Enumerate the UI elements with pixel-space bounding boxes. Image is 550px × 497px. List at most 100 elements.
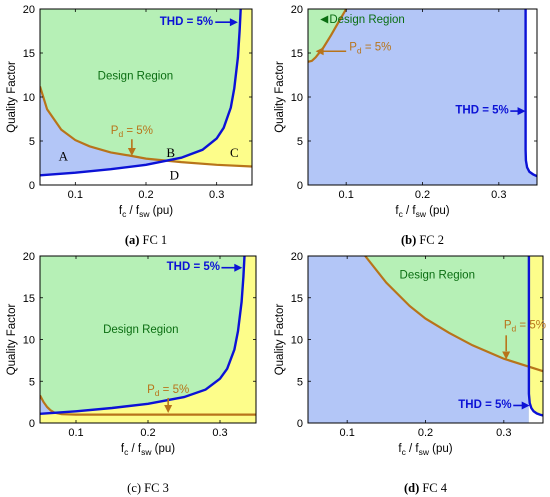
y-tick-label: 15: [291, 48, 303, 60]
panel-caption: (c) FC 3: [127, 481, 169, 495]
label-text: / f: [126, 205, 140, 217]
y-tick-label: 5: [297, 376, 303, 388]
subscript-text: c: [402, 447, 407, 457]
thd-violation-region: [528, 256, 543, 423]
label-text: f: [121, 443, 125, 455]
x-tick-label: 0.1: [68, 189, 83, 201]
chart-panel-fc4: 0.1 0.2 0.3 0 5 10 15 20 fc / fsw (pu) Quality Fa…: [274, 251, 546, 495]
pd-label: Pd = 5%: [349, 41, 391, 55]
thd-arrowhead: [517, 107, 526, 116]
y-axis-label: Quality Factor: [274, 304, 286, 376]
subscript-text: d: [118, 129, 123, 139]
pd-arrowhead: [127, 147, 136, 156]
thd-5pct-curve: [524, 9, 537, 178]
y-tick-label: 20: [23, 4, 35, 16]
plot-area: [308, 256, 543, 423]
label-text: P: [147, 384, 155, 396]
label-text: = 5%: [123, 125, 153, 137]
pd-arrowhead: [315, 47, 324, 56]
caption-label: (c): [127, 481, 144, 495]
y-tick-label: 5: [29, 136, 35, 148]
label-text: (pu): [151, 443, 175, 455]
y-tick-label: 5: [297, 136, 303, 148]
y-tick-label: 15: [291, 293, 303, 305]
y-tick-label: 10: [291, 92, 303, 104]
x-tick-label: 0.2: [418, 427, 433, 439]
chart-panel-fc2: 0.1 0.2 0.3 0 5 10 15 20 fc / fsw (pu) Quality Fa…: [274, 4, 538, 247]
caption-label: (d): [404, 481, 422, 495]
thd-label: THD = 5%: [160, 16, 213, 28]
y-tick-label: 10: [23, 92, 35, 104]
y-axis-label: Quality Factor: [6, 61, 18, 133]
subscript-text: c: [124, 447, 129, 457]
pd-arrowhead: [164, 404, 173, 413]
thd-violation-region: [525, 9, 537, 177]
caption-text: FC 2: [419, 233, 444, 247]
pd-5pct-curve: [364, 256, 543, 373]
panel-caption: (a) FC 1: [125, 233, 167, 247]
x-tick-label: 0.2: [138, 189, 153, 201]
y-tick-label: 0: [297, 418, 303, 430]
label-text: f: [398, 443, 402, 455]
region-letter-b: B: [166, 145, 175, 160]
thd-arrowhead: [521, 401, 530, 410]
y-tick-label: 0: [29, 418, 35, 430]
x-tick-label: 0.1: [340, 427, 355, 439]
pd-label: Pd = 5%: [111, 125, 153, 139]
design-region-label: Design Region: [98, 70, 173, 82]
pd-label: Pd = 5%: [504, 320, 546, 334]
caption-label: (b): [401, 233, 419, 247]
x-tick-label: 0.3: [491, 189, 506, 201]
y-tick-label: 15: [23, 293, 35, 305]
region-letter-d: D: [170, 168, 179, 183]
pd-arrowhead: [502, 351, 511, 360]
label-text: f: [395, 205, 399, 217]
label-text: P: [504, 320, 512, 332]
panel-caption: (b) FC 2: [401, 233, 444, 247]
y-axis-label: Quality Factor: [6, 304, 18, 376]
x-axis-label: fc / fsw (pu): [395, 205, 449, 219]
subscript-text: c: [399, 209, 404, 219]
label-text: P: [349, 41, 357, 53]
label-text: = 5%: [516, 320, 546, 332]
label-text: (pu): [149, 205, 173, 217]
y-tick-label: 15: [23, 48, 35, 60]
subscript-text: sw: [141, 447, 152, 457]
thd-label: THD = 5%: [458, 399, 511, 411]
chart-panel-fc1: 0.1 0.2 0.3 0 5 10 15 20 fc / fsw (pu) Quality Fa…: [6, 4, 253, 247]
y-tick-label: 0: [297, 180, 303, 192]
label-text: (pu): [429, 443, 453, 455]
design-region-label: Design Region: [400, 270, 475, 282]
subscript-text: sw: [139, 209, 150, 219]
subscript-text: d: [357, 45, 362, 55]
label-text: f: [119, 205, 123, 217]
subscript-text: sw: [419, 447, 430, 457]
label-text: = 5%: [362, 41, 392, 53]
plot-area: [40, 256, 256, 423]
caption-text: FC 3: [144, 481, 169, 495]
subscript-text: c: [122, 209, 127, 219]
x-axis-label: fc / fsw (pu): [119, 205, 173, 219]
x-tick-label: 0.1: [68, 427, 83, 439]
caption-text: FC 1: [143, 233, 168, 247]
design-region-fill: [308, 9, 347, 62]
double-violation-region: [40, 86, 252, 185]
label-text: = 5%: [159, 384, 189, 396]
label-text: / f: [406, 443, 420, 455]
power-loss-region: [40, 86, 252, 185]
undesirable-region: [308, 9, 537, 185]
y-tick-label: 10: [291, 335, 303, 347]
pd-5pct-curve: [40, 86, 252, 168]
power-loss-region: [308, 256, 543, 423]
x-tick-label: 0.3: [212, 427, 227, 439]
subscript-text: sw: [416, 209, 427, 219]
design-region-label: Design Region: [103, 324, 178, 336]
thd-5pct-curve: [40, 9, 242, 177]
caption-label: (a): [125, 233, 143, 247]
x-tick-label: 0.1: [339, 189, 354, 201]
thd-arrowhead: [234, 263, 243, 272]
panel-caption: (d) FC 4: [404, 481, 448, 495]
region-letter-a: A: [59, 148, 69, 163]
x-tick-label: 0.3: [209, 189, 224, 201]
